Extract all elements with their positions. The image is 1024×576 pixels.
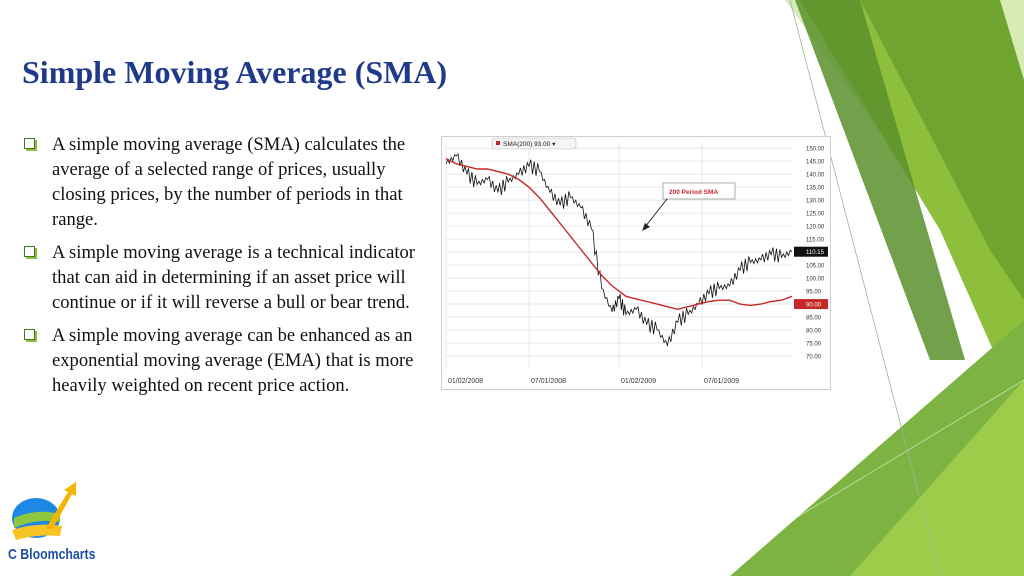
bloomcharts-logo: [12, 482, 76, 540]
y-tick-label: 120.00: [806, 225, 825, 231]
y-tick-label: 85.00: [806, 316, 822, 322]
logo-text: C Bloomcharts: [8, 546, 96, 563]
checkbox-bullet-icon: [24, 138, 35, 149]
bullet-text: A simple moving average (SMA) calculates…: [52, 134, 406, 230]
y-tick-label: 80.00: [806, 329, 822, 335]
annotation-arrowhead: [642, 223, 650, 231]
legend-label: SMA(200) 93.00 ▾: [503, 141, 556, 148]
last-price-tag: [794, 246, 828, 257]
price-series-line: [445, 153, 793, 348]
x-tick-label: 07/01/2009: [704, 378, 739, 385]
checkbox-bullet-icon: [24, 329, 35, 340]
y-tick-label: 95.00: [806, 290, 822, 296]
bullet-text: A simple moving average is a technical i…: [52, 242, 415, 313]
x-tick-label: 01/02/2009: [621, 378, 656, 385]
x-tick-label: 07/01/2008: [531, 378, 566, 385]
y-tick-label: 130.00: [806, 199, 825, 205]
bullet-text: A simple moving average can be enhanced …: [52, 325, 414, 396]
y-tick-label: 135.00: [806, 186, 825, 192]
annotation-arrow: [644, 198, 668, 228]
bullet-item: A simple moving average can be enhanced …: [24, 323, 442, 398]
slide-title: Simple Moving Average (SMA): [22, 54, 448, 90]
y-tick-label: 145.00: [806, 160, 825, 166]
sma-chart: 01/02/2008 07/01/2008 01/02/2009 07/01/2009…: [441, 136, 831, 390]
checkbox-bullet-icon: [24, 246, 35, 257]
last-sma-tag: [794, 299, 828, 310]
last-sma-label: 90.00: [806, 303, 822, 309]
bullet-item: A simple moving average is a technical i…: [24, 240, 442, 315]
x-tick-label: 01/02/2008: [448, 378, 483, 385]
y-tick-label: 125.00: [806, 212, 825, 218]
chart-canvas: 01/02/2008 07/01/2008 01/02/2009 07/01/2009…: [445, 137, 828, 385]
legend-swatch: [496, 141, 500, 145]
annotation-label: 200 Period SMA: [669, 189, 718, 196]
annotation-box: [662, 182, 736, 200]
sma-series-line: [445, 157, 793, 311]
y-tick-label: 75.00: [806, 342, 822, 348]
y-tick-label: 115.00: [806, 238, 825, 244]
last-price-label: 110.15: [806, 250, 825, 256]
y-tick-label: 70.00: [806, 355, 822, 361]
legend-chip: [491, 137, 577, 150]
y-tick-label: 150.00: [806, 147, 825, 153]
bullet-item: A simple moving average (SMA) calculates…: [24, 132, 442, 232]
bullet-list: A simple moving average (SMA) calculates…: [24, 132, 442, 406]
y-tick-label: 140.00: [806, 173, 825, 179]
y-tick-label: 100.00: [806, 277, 825, 283]
y-tick-label: 105.00: [806, 264, 825, 270]
